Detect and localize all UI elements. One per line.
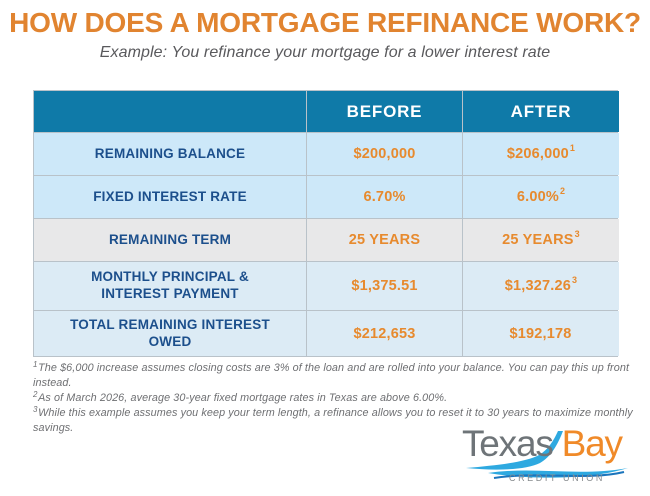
row-label-total-interest-owed: TOTAL REMAINING INTEREST OWED <box>34 311 306 356</box>
value-text: $192,178 <box>509 325 572 342</box>
footnote-ref: 3 <box>572 275 578 285</box>
row-before-remaining-balance: $200,000 <box>307 133 462 175</box>
row-after-total-interest-owed: $192,178 <box>463 311 619 356</box>
value-text: 25 YEARS <box>502 232 574 248</box>
comparison-table: BEFORE AFTER REMAINING BALANCE $200,000 … <box>33 90 619 357</box>
table-header-before: BEFORE <box>307 91 462 132</box>
footnote-3-text: While this example assumes you keep your… <box>33 407 633 434</box>
subtitle: Example: You refinance your mortgage for… <box>99 44 551 62</box>
value-text: $1,327.26 <box>504 278 572 294</box>
footnote-1-text: The $6,000 increase assumes closing cost… <box>33 362 630 389</box>
logo-wave-icon <box>466 431 628 479</box>
footnote-ref: 3 <box>574 229 580 239</box>
row-before-monthly-payment: $1,375.51 <box>307 262 462 310</box>
row-label-fixed-interest-rate: FIXED INTEREST RATE <box>34 176 306 218</box>
footnote-ref: 1 <box>569 143 576 153</box>
footnote-2-sup: 2 <box>33 390 38 399</box>
logo-tagline: CREDIT UNION <box>508 473 606 483</box>
row-after-remaining-term: 25 YEARS 3 <box>463 219 619 261</box>
footnote-2: 2As of March 2026, average 30-year fixed… <box>33 390 633 406</box>
row-after-monthly-payment: $1,327.26 3 <box>463 262 619 310</box>
table-header-after: AFTER <box>463 91 619 132</box>
logo-bay-text: Bay <box>561 423 623 464</box>
row-label-remaining-balance: REMAINING BALANCE <box>34 133 306 175</box>
value-text: $206,000 <box>506 146 569 162</box>
texas-bay-logo: Texas Bay CREDIT UNION <box>460 425 640 489</box>
logo-wordmark: Texas Bay <box>460 425 640 462</box>
page-title: HOW DOES A MORTGAGE REFINANCE WORK? <box>9 7 641 38</box>
row-after-remaining-balance: $206,000 1 <box>463 133 619 175</box>
footnotes: 1The $6,000 increase assumes closing cos… <box>33 360 633 436</box>
footnote-1-sup: 1 <box>33 360 38 369</box>
footnote-2-text: As of March 2026, average 30-year fixed … <box>38 392 448 404</box>
row-label-monthly-payment: MONTHLY PRINCIPAL & INTEREST PAYMENT <box>34 262 306 310</box>
row-before-fixed-interest-rate: 6.70% <box>307 176 462 218</box>
footnote-3-sup: 3 <box>33 405 38 414</box>
row-before-total-interest-owed: $212,653 <box>307 311 462 356</box>
footnote-3: 3While this example assumes you keep you… <box>33 405 633 436</box>
row-after-fixed-interest-rate: 6.00% 2 <box>463 176 619 218</box>
footnote-1: 1The $6,000 increase assumes closing cos… <box>33 360 633 391</box>
row-before-remaining-term: 25 YEARS <box>307 219 462 261</box>
row-label-remaining-term: REMAINING TERM <box>34 219 306 261</box>
value-text: 6.00% <box>516 189 559 205</box>
footnote-ref: 2 <box>559 186 566 196</box>
logo-texas-text: Texas <box>462 423 554 464</box>
table-header-empty <box>34 91 306 132</box>
